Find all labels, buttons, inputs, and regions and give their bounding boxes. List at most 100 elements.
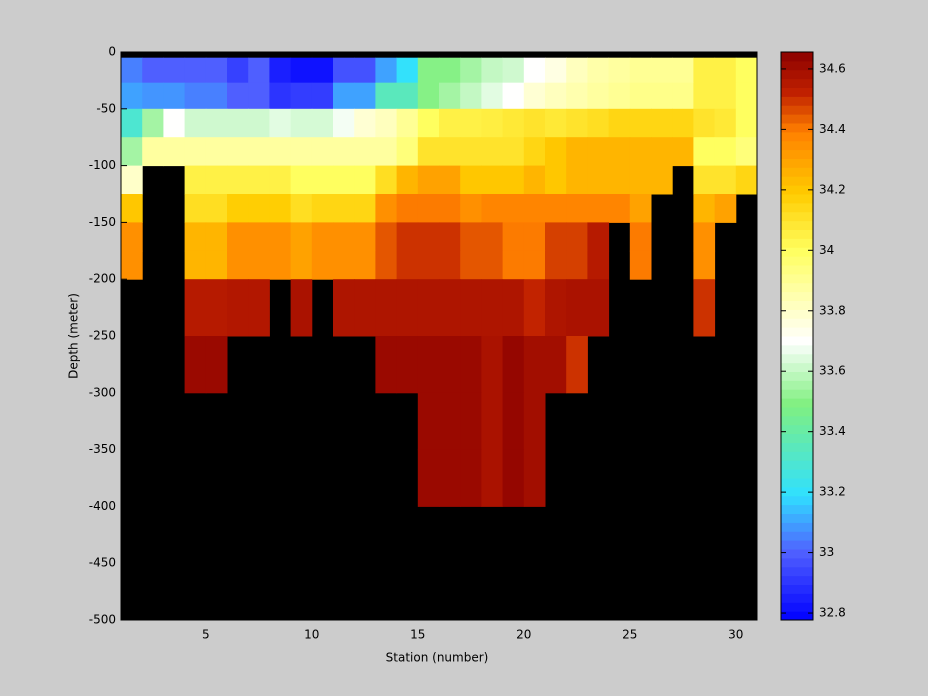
heatmap-cell (269, 137, 292, 167)
heatmap-cell (121, 165, 143, 195)
heatmap-cell (460, 108, 482, 138)
heatmap-cell (439, 108, 461, 138)
heatmap-cell (184, 250, 207, 280)
colorbar-swatch (781, 336, 813, 346)
heatmap-cell (566, 194, 588, 223)
heatmap-cell (587, 108, 610, 138)
colorbar-tick-label: 34.4 (819, 122, 846, 136)
heatmap-cell (290, 165, 313, 195)
colorbar-swatch (781, 353, 813, 364)
heatmap-cell (502, 108, 525, 138)
heatmap-cell (587, 82, 610, 110)
colorbar-swatch (781, 78, 813, 88)
heatmap-cell (735, 108, 758, 138)
heatmap-cell (651, 165, 673, 195)
heatmap-cell (227, 108, 249, 138)
heatmap-cell (566, 336, 588, 394)
heatmap-cell (290, 250, 313, 280)
heatmap-cell (396, 108, 419, 138)
heatmap-cell (460, 165, 482, 195)
colorbar-swatch (781, 593, 813, 603)
colorbar-swatch (781, 380, 813, 390)
heatmap-cell (693, 279, 716, 337)
heatmap-cell (227, 279, 249, 337)
heatmap-cell (396, 222, 419, 252)
heatmap-cell (205, 250, 228, 280)
heatmap-cell (566, 250, 588, 280)
heatmap-cell (439, 222, 461, 252)
heatmap-cell (227, 250, 249, 280)
heatmap-cell (375, 165, 398, 195)
heatmap-cell (163, 57, 186, 84)
heatmap-cell (460, 279, 482, 337)
heatmap-cell (693, 222, 716, 252)
heatmap-cell (460, 392, 482, 451)
colorbar-swatch (781, 611, 813, 621)
heatmap-cell (523, 336, 546, 394)
y-tick-label: 0 (108, 45, 116, 59)
heatmap-cell (354, 137, 376, 167)
heatmap-cell (417, 57, 440, 84)
heatmap-cell (714, 194, 737, 223)
heatmap-cell (545, 222, 567, 252)
heatmap-cell (248, 82, 270, 110)
heatmap-cell (354, 194, 376, 223)
heatmap-cell (502, 279, 525, 337)
heatmap-cell (481, 449, 504, 507)
heatmap-cell (481, 250, 504, 280)
colorbar-swatch (781, 256, 813, 266)
heatmap-cell (205, 222, 228, 252)
colorbar-swatch (781, 495, 813, 506)
colorbar-swatch (781, 602, 813, 612)
heatmap-cell (354, 222, 376, 252)
heatmap-cell (587, 279, 610, 337)
heatmap-cell (460, 82, 482, 110)
heatmap-cell (396, 279, 419, 337)
heatmap-cell (396, 336, 419, 394)
heatmap-cell (523, 137, 546, 167)
heatmap-cell (290, 222, 313, 252)
heatmap-cell (227, 165, 249, 195)
heatmap-cell (269, 57, 292, 84)
colorbar-tick-label: 32.8 (819, 606, 846, 620)
heatmap-cell (545, 57, 567, 84)
colorbar-swatch (781, 407, 813, 417)
heatmap-cell (311, 137, 334, 167)
heatmap-cell (269, 194, 292, 223)
heatmap-cell (417, 250, 440, 280)
heatmap-cell (311, 165, 334, 195)
heatmap-cell (693, 108, 716, 138)
heatmap-cell (439, 165, 461, 195)
heatmap-cell (333, 108, 355, 138)
heatmap-cell (523, 392, 546, 451)
heatmap-cell (502, 194, 525, 223)
heatmap-cell (714, 57, 737, 84)
heatmap-cell (735, 165, 758, 195)
heatmap-cell (269, 108, 292, 138)
colorbar-swatch (781, 105, 813, 115)
heatmap-cell (227, 57, 249, 84)
heatmap-cell (545, 108, 567, 138)
colorbar-swatch (781, 265, 813, 275)
heatmap-cell (608, 194, 631, 223)
heatmap-cell (396, 250, 419, 280)
heatmap-cell (333, 222, 355, 252)
heatmap-cell (523, 108, 546, 138)
x-axis-label: Station (number) (386, 651, 489, 665)
heatmap-cell (205, 108, 228, 138)
colorbar-swatch (781, 140, 813, 151)
colorbar-swatch (781, 96, 813, 106)
heatmap-cell (460, 194, 482, 223)
colorbar-swatch (781, 238, 813, 248)
heatmap-cell (460, 222, 482, 252)
colorbar-swatch (781, 149, 813, 159)
heatmap-cell (311, 82, 334, 110)
y-tick-label: -500 (89, 613, 116, 627)
heatmap-cell (608, 137, 631, 167)
colorbar-swatch (781, 371, 813, 381)
heatmap-cell (163, 82, 186, 110)
heatmap-cell (439, 392, 461, 451)
heatmap-cell (290, 194, 313, 223)
colorbar-swatch (781, 300, 813, 310)
heatmap-cell (311, 108, 334, 138)
